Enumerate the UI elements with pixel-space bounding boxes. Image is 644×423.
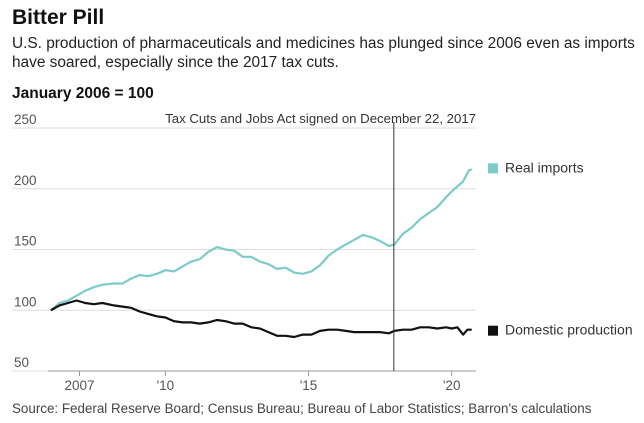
chart-title: Bitter Pill	[12, 6, 105, 29]
legend-swatch-domestic-production	[488, 325, 498, 336]
legend: Real imports Domestic production	[488, 159, 633, 338]
y-axis-unit-label: January 2006 = 100	[12, 85, 154, 102]
legend-label-domestic-production: Domestic production	[505, 322, 633, 338]
y-tick-label-250: 250	[14, 112, 37, 127]
y-tick-label-150: 150	[14, 234, 37, 249]
x-tick-label-2020: '20	[443, 378, 461, 393]
series-line-domestic-production	[50, 299, 472, 339]
chart-subtitle: U.S. production of pharmaceuticals and m…	[12, 35, 635, 71]
series-lines	[50, 168, 473, 339]
x-tick-label-2010: '10	[157, 378, 175, 393]
legend-swatch-real-imports	[488, 163, 498, 174]
x-tick-label-2007: 2007	[64, 378, 94, 393]
series-line-real-imports	[50, 168, 473, 312]
annotation: Tax Cuts and Jobs Act signed on December…	[165, 111, 476, 371]
gridlines	[12, 127, 476, 372]
annotation-label: Tax Cuts and Jobs Act signed on December…	[165, 111, 476, 126]
source-note: Source: Federal Reserve Board; Census Bu…	[12, 401, 592, 416]
y-tick-label-200: 200	[14, 173, 37, 188]
y-tick-label-100: 100	[14, 294, 37, 309]
legend-label-real-imports: Real imports	[505, 159, 584, 175]
y-tick-label-50: 50	[14, 355, 29, 370]
x-tick-label-2015: '15	[300, 378, 318, 393]
axes: 250 200 150 100 50 2007 '10 '15 '20	[14, 112, 476, 393]
line-chart: 250 200 150 100 50 2007 '10 '15 '20 Tax Cuts and…	[12, 111, 633, 393]
